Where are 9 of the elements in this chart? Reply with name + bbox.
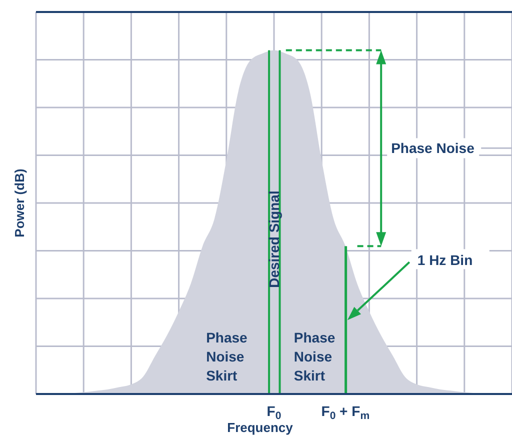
text: Desired Signal [266, 190, 282, 288]
y-axis-title: Power (dB) [12, 168, 27, 238]
annotation: 1 Hz Bin [417, 252, 473, 268]
annotation: Phase Noise [391, 140, 475, 156]
x-tick-label: F$_{0}$ [266, 403, 282, 422]
x-axis-title: Frequency [227, 420, 294, 435]
annotation: Phase Noise Skirt [206, 329, 248, 384]
annotation: Phase Noise Skirt [294, 329, 336, 384]
x-tick-label: F$_{0}$ + F$_{m}$ [321, 403, 370, 422]
